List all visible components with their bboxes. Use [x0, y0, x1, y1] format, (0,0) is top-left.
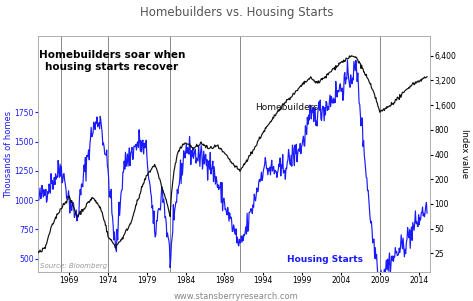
Text: Homebuilders soar when
housing starts recover: Homebuilders soar when housing starts re…: [39, 51, 185, 72]
Text: www.stansberryresearch.com: www.stansberryresearch.com: [174, 293, 299, 301]
Y-axis label: Index value: Index value: [460, 129, 469, 178]
Text: Source: Bloomberg: Source: Bloomberg: [40, 263, 107, 269]
Text: Homebuilders vs. Housing Starts: Homebuilders vs. Housing Starts: [140, 6, 333, 19]
Text: Housing Starts: Housing Starts: [287, 255, 363, 264]
Y-axis label: Thousands of homes: Thousands of homes: [4, 110, 13, 197]
Text: Homebuilders: Homebuilders: [255, 103, 319, 112]
